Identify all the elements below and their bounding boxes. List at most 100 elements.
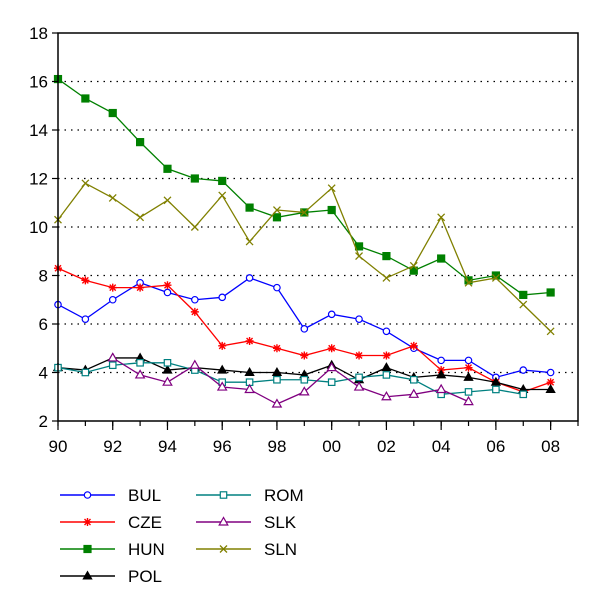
data-point-hun (190, 174, 199, 183)
series-bul (54, 274, 555, 382)
data-point-cze (190, 307, 199, 316)
data-point-sln (491, 273, 500, 282)
data-point-bul (245, 274, 254, 282)
data-point-bul (273, 283, 281, 292)
data-point-slk (298, 386, 310, 396)
legend-label: HUN (128, 540, 165, 559)
x-tick-label: 00 (322, 437, 341, 456)
legend-item-hun: HUN (60, 540, 165, 559)
x-tick-label: 90 (49, 437, 68, 456)
data-point-bul (355, 315, 363, 323)
y-tick-label: 8 (39, 267, 48, 286)
legend-label: CZE (128, 513, 162, 532)
series-slk (107, 352, 474, 408)
series-line-rom (57, 362, 524, 395)
data-point-rom (492, 385, 500, 394)
legend-label: POL (128, 567, 162, 586)
data-point-slk (134, 369, 146, 379)
data-point-sln (163, 196, 172, 205)
legend-label: SLK (264, 513, 297, 532)
data-point-rom (355, 373, 363, 382)
data-point-cze (108, 283, 117, 292)
data-point-hun (163, 164, 172, 173)
data-point-rom (163, 359, 172, 367)
x-tick-label: 02 (377, 437, 396, 456)
data-point-rom (519, 390, 528, 399)
data-point-rom (81, 368, 90, 377)
y-tick-label: 16 (29, 73, 48, 92)
legend-item-rom: ROM (196, 486, 304, 505)
data-point-bul (519, 366, 528, 374)
x-tick-label: 94 (158, 437, 177, 456)
data-point-slk (408, 388, 420, 398)
data-point-hun (519, 290, 528, 299)
data-point-slk (107, 352, 119, 362)
data-point-rom (300, 375, 309, 384)
data-point-sln (464, 278, 473, 287)
data-point-pol (217, 364, 228, 374)
data-point-cze (355, 351, 364, 360)
legend-label: BUL (128, 486, 161, 505)
data-point-cze (136, 283, 145, 292)
data-point-slk (244, 383, 255, 394)
data-point-cze (218, 341, 227, 350)
data-point-pol (271, 366, 283, 376)
data-point-rom (273, 375, 281, 384)
data-point-bul (382, 327, 391, 336)
data-point-sln (108, 193, 117, 202)
data-point-bul (218, 293, 227, 302)
data-point-sln (355, 252, 364, 261)
legend-label: ROM (264, 486, 304, 505)
series-line-hun (57, 78, 551, 296)
x-tick-label: 92 (103, 437, 122, 456)
data-point-rom (409, 375, 418, 384)
y-tick-label: 4 (39, 364, 48, 383)
data-point-sln (136, 213, 145, 222)
data-point-pol (244, 366, 255, 376)
data-point-slk (216, 381, 228, 391)
data-point-slk (271, 398, 283, 408)
data-point-sln (409, 261, 418, 270)
data-point-pol (545, 383, 556, 393)
data-point-hun (409, 266, 418, 275)
x-tick-label: 96 (213, 437, 232, 456)
legend-swatch-marker (218, 516, 229, 526)
legend-item-pol: POL (60, 567, 162, 586)
legend-item-bul: BUL (60, 486, 161, 505)
x-tick-label: 98 (267, 437, 286, 456)
legend: BUL CZE HUN POL ROM SLK SLN (60, 486, 304, 586)
data-point-sln (218, 191, 227, 200)
data-point-hun (546, 288, 555, 297)
legend-swatch-marker (82, 570, 93, 580)
data-point-sln (300, 208, 309, 217)
data-point-rom (464, 388, 473, 396)
y-tick-label: 18 (29, 24, 48, 43)
series-line-sln (57, 182, 552, 332)
data-point-pol (463, 371, 474, 381)
data-point-slk (162, 376, 173, 386)
data-point-cze (245, 336, 254, 345)
data-point-sln (382, 273, 391, 282)
data-point-hun (81, 94, 90, 103)
x-tick-label: 06 (486, 437, 505, 456)
data-point-sln (190, 223, 199, 231)
data-point-hun (382, 252, 391, 261)
data-point-hun (464, 276, 473, 285)
legend-item-slk: SLK (196, 513, 297, 532)
axes: 2 4 6 8 10 12 14 16 18 90 92 94 96 98 00 02 04 06 08 (29, 24, 579, 456)
legend-label: SLN (264, 540, 297, 559)
data-point-sln (546, 327, 555, 336)
data-point-pol (490, 376, 502, 386)
data-point-slk (353, 381, 365, 391)
data-point-bul (163, 288, 172, 297)
data-point-hun (272, 213, 282, 222)
data-point-rom (136, 359, 144, 367)
data-point-hun (245, 203, 254, 212)
data-point-slk (463, 395, 474, 406)
data-point-sln (519, 300, 528, 309)
x-tick-label: 08 (541, 437, 560, 456)
legend-item-sln: SLN (196, 540, 297, 559)
series-line-slk (112, 357, 469, 405)
data-point-bul (108, 295, 117, 304)
data-point-cze (327, 344, 336, 353)
